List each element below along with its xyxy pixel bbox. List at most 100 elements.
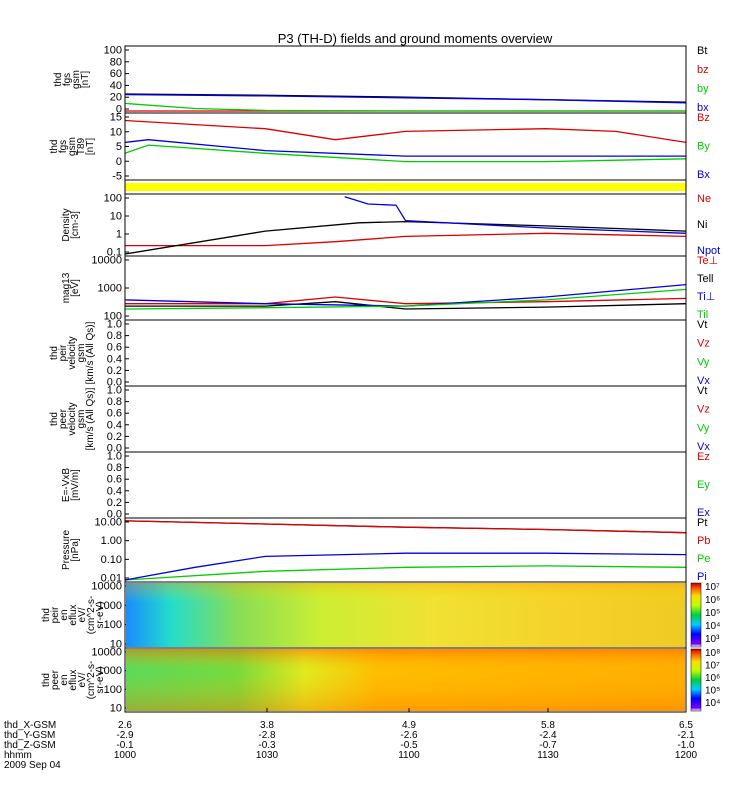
y-axis-label: gsm xyxy=(76,410,87,429)
panel-frame xyxy=(124,647,687,713)
y-tick-label: 15 xyxy=(110,112,122,124)
footer-value: -2.9 xyxy=(116,730,134,741)
panel-frame xyxy=(124,385,687,453)
y-axis-label: [nT] xyxy=(85,138,96,155)
flag-bar xyxy=(125,183,686,191)
y-axis-label: thd xyxy=(49,412,60,426)
y-axis-label: eflux xyxy=(68,604,79,625)
series-line xyxy=(124,552,687,581)
y-axis-label: mag13 xyxy=(61,272,72,303)
footer-value: 2.6 xyxy=(118,720,132,731)
y-axis-label: thd xyxy=(41,673,52,687)
legend-item: by xyxy=(697,83,709,95)
footer-value: -0.7 xyxy=(539,740,557,751)
y-axis-label: peer xyxy=(50,669,61,690)
chart-title: P3 (TH-D) fields and ground moments over… xyxy=(278,31,553,46)
y-tick-label: 1.0 xyxy=(107,319,122,331)
y-tick-label: 1.0 xyxy=(107,385,122,397)
legend-item: bx xyxy=(697,102,709,114)
colorbar xyxy=(690,582,702,648)
legend-item: Te⊥ xyxy=(697,255,718,267)
panel-frame xyxy=(124,112,687,181)
footer-row-label: 2009 Sep 04 xyxy=(4,760,61,771)
panel-frame xyxy=(124,255,687,321)
y-axis-label: peer xyxy=(58,408,69,429)
y-axis-label: gsm xyxy=(67,137,78,156)
y-tick-label: 10.00 xyxy=(94,517,122,529)
y-axis-label: en xyxy=(59,674,70,685)
y-axis-label: E=-VxB xyxy=(61,468,72,503)
y-tick-label: 10000 xyxy=(91,255,122,267)
colorbar-label: 10³ xyxy=(705,634,720,645)
y-tick-label: 80 xyxy=(110,56,122,68)
y-axis-label: velocity xyxy=(67,336,78,369)
series-line xyxy=(124,93,687,104)
y-tick-label: 0.4 xyxy=(107,353,122,365)
legend-item: Vz xyxy=(697,338,710,350)
colorbar xyxy=(690,648,702,712)
legend-item: Bx xyxy=(697,169,710,181)
y-axis-label: eV/ xyxy=(77,607,88,622)
series-line xyxy=(124,139,686,157)
footer-value: 1100 xyxy=(398,750,420,761)
y-axis-label: en xyxy=(59,609,70,620)
y-axis-label: sr-eV) xyxy=(95,666,106,693)
colorbar-label: 10⁴ xyxy=(705,698,720,709)
footer-value: 1130 xyxy=(537,750,559,761)
y-tick-label: 100 xyxy=(104,684,122,696)
footer-value: -0.5 xyxy=(400,740,418,751)
y-tick-label: -5 xyxy=(112,171,122,183)
y-tick-label: 0.8 xyxy=(107,462,122,474)
y-tick-label: 0.2 xyxy=(107,431,122,443)
y-tick-label: 0 xyxy=(116,156,122,168)
legend-item: By xyxy=(697,141,710,153)
legend-item: Pe xyxy=(697,553,710,565)
y-tick-label: 1.00 xyxy=(101,535,122,547)
y-tick-label: 0.2 xyxy=(107,365,122,377)
frame-layer xyxy=(124,45,687,713)
panel-frame xyxy=(124,193,687,257)
colorbar-label: 10⁸ xyxy=(705,648,720,659)
legend-item: Vz xyxy=(697,404,710,416)
y-tick-label: 1000 xyxy=(98,600,122,612)
footer-row-label: thd_Y-GSM xyxy=(4,730,55,741)
legend-item: Vx xyxy=(697,441,710,453)
series-line xyxy=(124,144,687,163)
legend-item: Ey xyxy=(697,479,710,491)
legend-item: Vx xyxy=(697,375,710,387)
y-axis-label: [cm-3] xyxy=(70,211,81,239)
legend-item: Npot xyxy=(697,245,720,257)
colorbar-label: 10⁵ xyxy=(705,686,720,697)
y-axis-label: Pressure xyxy=(61,530,72,570)
y-axis-label: gsm xyxy=(71,70,82,89)
y-axis-label: (cm^2-s- xyxy=(86,596,97,635)
y-axis-label: T89 xyxy=(76,137,87,155)
y-tick-label: 0.01 xyxy=(101,573,122,585)
y-axis-label: eflux xyxy=(68,669,79,690)
colorbar-label: 10⁷ xyxy=(705,661,720,672)
y-tick-label: 0.4 xyxy=(107,485,122,497)
footer-value: -0.1 xyxy=(116,740,134,751)
y-axis-label: [nT] xyxy=(80,71,91,88)
spectrogram-overlay xyxy=(126,583,685,647)
y-tick-label: 60 xyxy=(110,68,122,80)
legend-item: Tell xyxy=(697,273,714,285)
legend-item: Ti⊥ xyxy=(697,291,715,303)
footer-value: 5.8 xyxy=(541,720,555,731)
y-tick-label: 1000 xyxy=(98,665,122,677)
footer-row-label: thd_X-GSM xyxy=(4,720,56,731)
footer-value: 3.8 xyxy=(260,720,274,731)
series-layer xyxy=(124,93,687,581)
footer-value: -0.3 xyxy=(258,740,276,751)
y-tick-label: 0.0 xyxy=(107,509,122,521)
y-axis-label: peir xyxy=(50,606,61,623)
y-tick-label: 0.6 xyxy=(107,474,122,486)
series-line xyxy=(124,288,687,310)
footer-row-label: thd_Z-GSM xyxy=(4,740,56,751)
y-axis-label: [eV] xyxy=(70,279,81,297)
y-tick-label: 0.4 xyxy=(107,419,122,431)
y-axis-label: thd xyxy=(49,140,60,154)
footer-value: 6.5 xyxy=(679,720,693,731)
